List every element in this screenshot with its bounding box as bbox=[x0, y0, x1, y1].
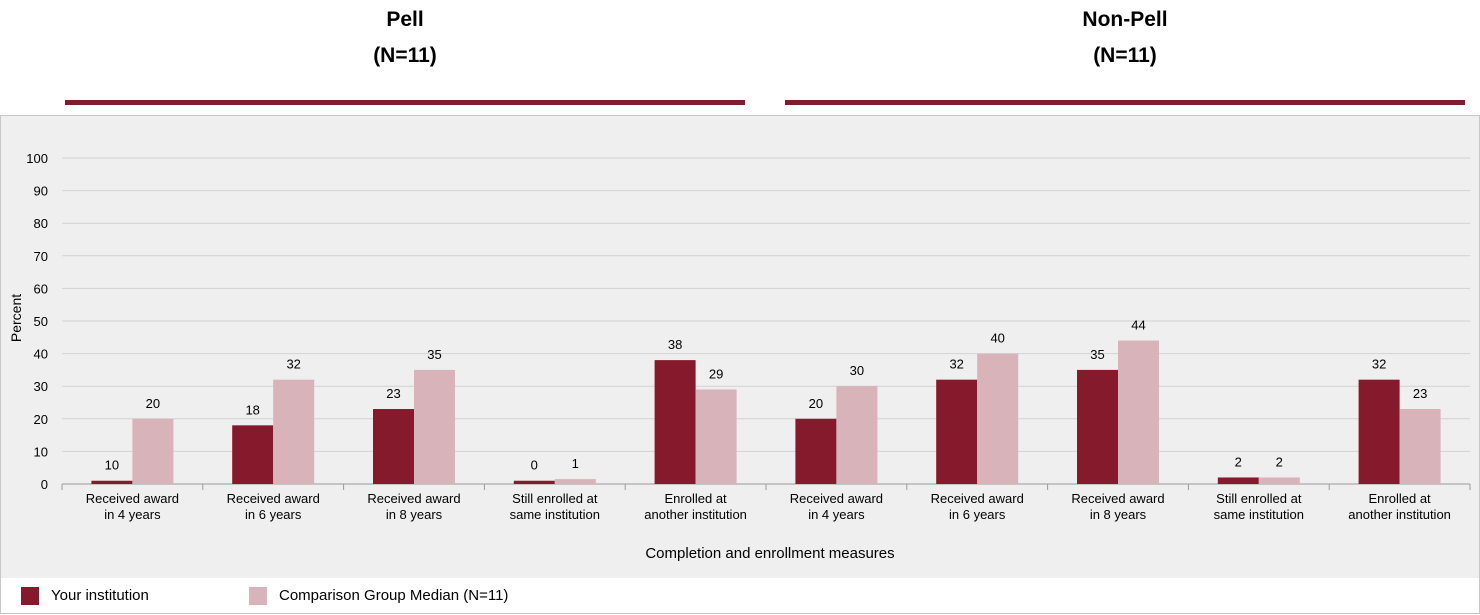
x-category-label: Received award in 6 years bbox=[227, 491, 320, 522]
bar bbox=[936, 379, 978, 484]
bars bbox=[91, 340, 1441, 484]
bar-value-label: 44 bbox=[1131, 318, 1145, 333]
bar-value-label: 18 bbox=[245, 402, 259, 417]
bar bbox=[232, 425, 274, 484]
bar-value-label: 1 bbox=[572, 456, 579, 471]
bar bbox=[554, 479, 596, 484]
bar-value-label: 30 bbox=[850, 363, 864, 378]
bar bbox=[1118, 340, 1159, 484]
y-tick-label: 70 bbox=[34, 249, 48, 264]
legend-swatch-comparison-median bbox=[249, 586, 267, 605]
legend-item-your-institution: Your institution bbox=[21, 578, 149, 613]
legend-swatch-your-institution bbox=[21, 586, 39, 605]
bar-value-label: 20 bbox=[146, 396, 160, 411]
bar-value-label: 20 bbox=[809, 396, 823, 411]
bar-value-label: 2 bbox=[1276, 454, 1283, 469]
bar-value-label: 29 bbox=[709, 366, 723, 381]
legend-label-your-institution: Your institution bbox=[51, 587, 149, 604]
x-category-label: Received award in 4 years bbox=[790, 491, 883, 522]
bar bbox=[1217, 477, 1259, 484]
y-tick-label: 60 bbox=[34, 281, 48, 296]
y-axis-title: Percent bbox=[8, 294, 24, 342]
bar bbox=[414, 369, 455, 484]
bar bbox=[1358, 379, 1400, 484]
bar-value-label: 0 bbox=[531, 458, 538, 473]
x-category-label: Received award in 6 years bbox=[931, 491, 1024, 522]
y-tick-label: 50 bbox=[34, 314, 48, 329]
non-pell-group-header: Non-Pell (N=11) bbox=[785, 2, 1465, 74]
data-labels: 10 20 18 32 23 35 0 1 38 29 20 30 32 40 35 44 2 2 32 23 bbox=[105, 318, 1428, 473]
x-axis-categories: Received award in 4 years Received award in… bbox=[86, 491, 1451, 522]
non-pell-group-count: (N=11) bbox=[1093, 44, 1157, 67]
x-category-label: Still enrolled at same institution bbox=[510, 491, 600, 522]
bar bbox=[373, 409, 414, 484]
x-category-label: Still enrolled at same institution bbox=[1214, 491, 1304, 522]
legend: Your institution Comparison Group Median… bbox=[0, 578, 1480, 614]
bar bbox=[695, 389, 737, 484]
bar bbox=[1399, 409, 1441, 484]
y-tick-label: 0 bbox=[41, 477, 48, 492]
pell-group-rule bbox=[65, 100, 745, 105]
y-tick-label: 100 bbox=[26, 151, 48, 166]
y-axis-ticks: 0 10 20 30 40 50 60 70 80 90 100 bbox=[26, 151, 48, 492]
bar-value-label: 23 bbox=[386, 386, 400, 401]
x-category-label: Enrolled at another institution bbox=[1348, 491, 1451, 522]
x-category-label: Enrolled at another institution bbox=[644, 491, 747, 522]
bar-value-label: 35 bbox=[427, 347, 441, 362]
bar-value-label: 40 bbox=[990, 331, 1004, 346]
x-category-label: Received award in 4 years bbox=[86, 491, 179, 522]
legend-item-comparison-median: Comparison Group Median (N=11) bbox=[249, 578, 508, 613]
bar bbox=[654, 360, 696, 484]
non-pell-group-title: Non-Pell bbox=[1082, 8, 1168, 31]
y-tick-label: 80 bbox=[34, 216, 48, 231]
bar bbox=[1077, 369, 1118, 484]
bar bbox=[273, 379, 315, 484]
y-tick-label: 10 bbox=[34, 444, 48, 459]
y-tick-label: 20 bbox=[34, 412, 48, 427]
bar bbox=[132, 418, 174, 484]
bar-value-label: 10 bbox=[105, 458, 119, 473]
bar bbox=[91, 480, 133, 484]
bar-value-label: 32 bbox=[949, 357, 963, 372]
bar bbox=[977, 353, 1019, 484]
y-tick-label: 30 bbox=[34, 379, 48, 394]
y-tick-label: 40 bbox=[34, 347, 48, 362]
bar bbox=[1258, 477, 1300, 484]
bar-value-label: 32 bbox=[286, 357, 300, 372]
pell-group-count: (N=11) bbox=[373, 44, 437, 67]
legend-label-comparison-median: Comparison Group Median (N=11) bbox=[279, 587, 509, 604]
bar-value-label: 35 bbox=[1090, 347, 1104, 362]
x-axis-title: Completion and enrollment measures bbox=[645, 545, 894, 562]
x-category-label: Received award in 8 years bbox=[1071, 491, 1164, 522]
bar bbox=[513, 480, 555, 484]
bar-value-label: 23 bbox=[1413, 386, 1427, 401]
bar-value-label: 2 bbox=[1235, 454, 1242, 469]
bar-chart: 0 10 20 30 40 50 60 70 80 90 100 10 20 18 32 23 35 0 1 38 2… bbox=[8, 151, 1471, 562]
bar-value-label: 38 bbox=[668, 337, 682, 352]
x-category-label: Received award in 8 years bbox=[367, 491, 460, 522]
pell-group-title: Pell bbox=[386, 8, 424, 31]
non-pell-group-rule bbox=[785, 100, 1465, 105]
bar bbox=[836, 386, 878, 484]
pell-group-header: Pell (N=11) bbox=[65, 2, 745, 74]
y-tick-label: 90 bbox=[34, 184, 48, 199]
bar bbox=[795, 418, 837, 484]
bar-value-label: 32 bbox=[1372, 357, 1386, 372]
